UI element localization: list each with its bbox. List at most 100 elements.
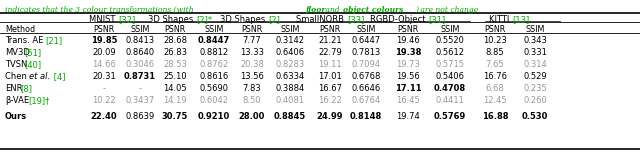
Text: SSIM: SSIM xyxy=(131,25,150,34)
Text: 22.40: 22.40 xyxy=(91,112,117,121)
Text: 0.8639: 0.8639 xyxy=(125,112,155,121)
Text: Chen: Chen xyxy=(5,72,29,81)
Text: PSNR: PSNR xyxy=(93,25,115,34)
Text: 8.50: 8.50 xyxy=(243,96,261,105)
Text: 0.3046: 0.3046 xyxy=(125,60,155,69)
Text: 0.529: 0.529 xyxy=(523,72,547,81)
Text: 0.5769: 0.5769 xyxy=(434,112,466,121)
Text: [33]: [33] xyxy=(347,15,364,24)
Text: β-VAE: β-VAE xyxy=(5,96,29,105)
Text: PSNR: PSNR xyxy=(484,25,506,34)
Text: 16.67: 16.67 xyxy=(318,84,342,93)
Text: et al.: et al. xyxy=(29,72,50,81)
Text: Trans. AE: Trans. AE xyxy=(5,36,44,45)
Text: ) are not change: ) are not change xyxy=(415,6,478,14)
Text: 0.4411: 0.4411 xyxy=(436,96,465,105)
Text: 0.6406: 0.6406 xyxy=(275,48,305,57)
Text: 0.5690: 0.5690 xyxy=(200,84,228,93)
Text: 0.5612: 0.5612 xyxy=(435,48,465,57)
Text: 16.88: 16.88 xyxy=(482,112,508,121)
Text: 19.56: 19.56 xyxy=(396,72,420,81)
Text: 24.99: 24.99 xyxy=(317,112,343,121)
Text: [13]: [13] xyxy=(512,15,529,24)
Text: [8]: [8] xyxy=(20,84,32,93)
Text: 0.6646: 0.6646 xyxy=(351,84,381,93)
Text: [2]: [2] xyxy=(268,15,280,24)
Text: 0.530: 0.530 xyxy=(522,112,548,121)
Text: MV3D: MV3D xyxy=(5,48,30,57)
Text: 0.8812: 0.8812 xyxy=(200,48,228,57)
Text: 0.331: 0.331 xyxy=(523,48,547,57)
Text: Ours: Ours xyxy=(5,112,27,121)
Text: 28.00: 28.00 xyxy=(239,112,265,121)
Text: 0.4708: 0.4708 xyxy=(434,84,466,93)
Text: indicates that the 3 colour transformations (with: indicates that the 3 colour transformati… xyxy=(5,6,196,14)
Text: 30.75: 30.75 xyxy=(162,112,188,121)
Text: 0.8283: 0.8283 xyxy=(275,60,305,69)
Text: 10.22: 10.22 xyxy=(92,96,116,105)
Text: SSIM: SSIM xyxy=(280,25,300,34)
Text: floor: floor xyxy=(305,6,325,14)
Text: [21]: [21] xyxy=(45,36,63,45)
Text: 7.83: 7.83 xyxy=(243,84,261,93)
Text: 6.68: 6.68 xyxy=(486,84,504,93)
Text: 0.6334: 0.6334 xyxy=(275,72,305,81)
Text: 19.38: 19.38 xyxy=(395,48,421,57)
Text: 0.6768: 0.6768 xyxy=(351,72,381,81)
Text: 0.5715: 0.5715 xyxy=(435,60,465,69)
Text: [40]: [40] xyxy=(24,60,42,69)
Text: 0.8762: 0.8762 xyxy=(200,60,228,69)
Text: PSNR: PSNR xyxy=(319,25,340,34)
Text: [32]: [32] xyxy=(118,15,135,24)
Text: [19]†: [19]† xyxy=(29,96,50,105)
Text: 0.8731: 0.8731 xyxy=(124,72,156,81)
Text: 28.68: 28.68 xyxy=(163,36,187,45)
Text: 0.9210: 0.9210 xyxy=(198,112,230,121)
Text: 12.45: 12.45 xyxy=(483,96,507,105)
Text: 7.77: 7.77 xyxy=(243,36,261,45)
Text: 0.7813: 0.7813 xyxy=(351,48,381,57)
Text: 28.53: 28.53 xyxy=(163,60,187,69)
Text: 0.343: 0.343 xyxy=(523,36,547,45)
Text: [51]: [51] xyxy=(24,48,42,57)
Text: 16.76: 16.76 xyxy=(483,72,507,81)
Text: 26.83: 26.83 xyxy=(163,48,187,57)
Text: 20.31: 20.31 xyxy=(92,72,116,81)
Text: 16.45: 16.45 xyxy=(396,96,420,105)
Text: 17.11: 17.11 xyxy=(395,84,421,93)
Text: -: - xyxy=(102,84,106,93)
Text: PSNR: PSNR xyxy=(241,25,262,34)
Text: 20.09: 20.09 xyxy=(92,48,116,57)
Text: 0.4081: 0.4081 xyxy=(275,96,305,105)
Text: 14.05: 14.05 xyxy=(163,84,187,93)
Text: 0.6042: 0.6042 xyxy=(200,96,228,105)
Text: 0.8640: 0.8640 xyxy=(125,48,155,57)
Text: [31]: [31] xyxy=(428,15,445,24)
Text: [4]: [4] xyxy=(51,72,65,81)
Text: 13.56: 13.56 xyxy=(240,72,264,81)
Text: 16.22: 16.22 xyxy=(318,96,342,105)
Text: 17.01: 17.01 xyxy=(318,72,342,81)
Text: SSIM: SSIM xyxy=(440,25,460,34)
Text: MNIST: MNIST xyxy=(89,15,118,24)
Text: RGBD-Object: RGBD-Object xyxy=(370,15,428,24)
Text: 0.6447: 0.6447 xyxy=(351,36,381,45)
Text: 0.8413: 0.8413 xyxy=(125,36,155,45)
Text: SmallNORB: SmallNORB xyxy=(296,15,347,24)
Text: 8.85: 8.85 xyxy=(486,48,504,57)
Text: 25.10: 25.10 xyxy=(163,72,187,81)
Text: PSNR: PSNR xyxy=(397,25,419,34)
Text: 0.5520: 0.5520 xyxy=(436,36,465,45)
Text: SSIM: SSIM xyxy=(356,25,376,34)
Text: 0.8616: 0.8616 xyxy=(200,72,228,81)
Text: 0.5406: 0.5406 xyxy=(435,72,465,81)
Text: 0.7094: 0.7094 xyxy=(351,60,381,69)
Text: 0.6764: 0.6764 xyxy=(351,96,381,105)
Text: 0.8845: 0.8845 xyxy=(274,112,306,121)
Text: SSIM: SSIM xyxy=(525,25,545,34)
Text: 19.11: 19.11 xyxy=(318,60,342,69)
Text: object colours: object colours xyxy=(343,6,403,14)
Text: 19.46: 19.46 xyxy=(396,36,420,45)
Text: 0.3884: 0.3884 xyxy=(275,84,305,93)
Text: ENR: ENR xyxy=(5,84,22,93)
